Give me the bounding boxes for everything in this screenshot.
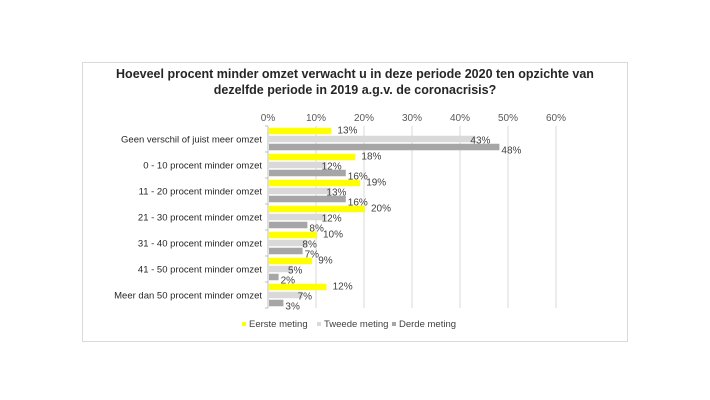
category-label: 11 - 20 procent minder omzet — [139, 187, 263, 198]
legend-label: Derde meting — [399, 319, 456, 330]
data-label: 10% — [323, 229, 343, 240]
bar-tweede-meting — [269, 265, 293, 273]
x-axis-ticks: 0% 10% 20% 30% 40% 50% 60% — [261, 113, 566, 124]
bar-derde-meting — [269, 299, 284, 307]
data-label: 3% — [285, 301, 300, 312]
data-label: 43% — [470, 135, 490, 146]
gridlines — [265, 125, 557, 309]
data-label: 9% — [318, 255, 333, 266]
x-tick-label: 30% — [402, 113, 422, 124]
data-label: 12% — [322, 213, 342, 224]
category-label: 41 - 50 procent minder omzet — [138, 265, 262, 276]
x-tick-label: 50% — [498, 113, 518, 124]
category-labels: Geen verschil of juist meer omzet 0 - 10 … — [114, 135, 262, 302]
data-label: 8% — [302, 239, 317, 250]
data-label: 7% — [305, 249, 320, 260]
bar-derde-meting — [269, 221, 308, 229]
bar-tweede-meting — [269, 187, 332, 195]
bar-derde-meting — [269, 143, 500, 151]
bar-tweede-meting — [269, 239, 308, 247]
data-label: 20% — [371, 203, 391, 214]
data-labels: 13%43%48%18%12%16%19%13%16%20%12%8%10%8%… — [281, 125, 522, 312]
chart-title-line-2: dezelfde periode in 2019 a.g.v. de coron… — [213, 83, 497, 97]
x-tick-label: 40% — [450, 113, 470, 124]
bar-eerste-meting — [269, 127, 332, 135]
data-label: 16% — [348, 197, 368, 208]
bar-eerste-meting — [269, 231, 317, 239]
x-tick-label: 10% — [306, 113, 326, 124]
data-label: 12% — [322, 161, 342, 172]
legend: Eerste meting Tweede meting Derde meting — [242, 319, 456, 330]
data-label: 5% — [288, 265, 303, 276]
bar-eerste-meting — [269, 153, 356, 161]
bar-derde-meting — [269, 247, 303, 255]
x-tick-label: 0% — [261, 113, 276, 124]
bar-tweede-meting — [269, 291, 303, 299]
category-label: 0 - 10 procent minder omzet — [143, 161, 262, 172]
legend-swatch — [242, 322, 246, 326]
data-label: 2% — [281, 275, 296, 286]
chart-frame — [82, 62, 628, 342]
legend-swatch — [392, 322, 396, 326]
legend-swatch — [317, 322, 321, 326]
legend-label: Tweede meting — [324, 319, 388, 330]
category-label: Meer dan 50 procent minder omzet — [114, 291, 262, 302]
data-label: 48% — [501, 145, 521, 156]
bar-tweede-meting — [269, 161, 327, 169]
data-label: 13% — [337, 125, 357, 136]
bar-eerste-meting — [269, 257, 313, 265]
x-tick-label: 20% — [354, 113, 374, 124]
bar-eerste-meting — [269, 205, 365, 213]
chart-title-line-1: Hoeveel procent minder omzet verwacht u … — [116, 67, 594, 81]
category-label: Geen verschil of juist meer omzet — [121, 135, 262, 146]
data-label: 19% — [366, 177, 386, 188]
data-label: 8% — [309, 223, 324, 234]
bars — [269, 127, 500, 307]
bar-eerste-meting — [269, 283, 327, 291]
data-label: 13% — [326, 187, 346, 198]
data-label: 16% — [348, 171, 368, 182]
category-label: 21 - 30 procent minder omzet — [138, 213, 262, 224]
data-label: 18% — [361, 151, 381, 162]
bar-tweede-meting — [269, 213, 327, 221]
x-tick-label: 60% — [546, 113, 566, 124]
bar-eerste-meting — [269, 179, 361, 187]
data-label: 12% — [333, 281, 353, 292]
category-label: 31 - 40 procent minder omzet — [138, 239, 262, 250]
bar-derde-meting — [269, 195, 346, 203]
chart-title: Hoeveel procent minder omzet verwacht u … — [82, 66, 628, 98]
bar-derde-meting — [269, 273, 279, 281]
bar-derde-meting — [269, 169, 346, 177]
legend-label: Eerste meting — [249, 319, 308, 330]
data-label: 7% — [298, 291, 313, 302]
bar-tweede-meting — [269, 135, 476, 143]
